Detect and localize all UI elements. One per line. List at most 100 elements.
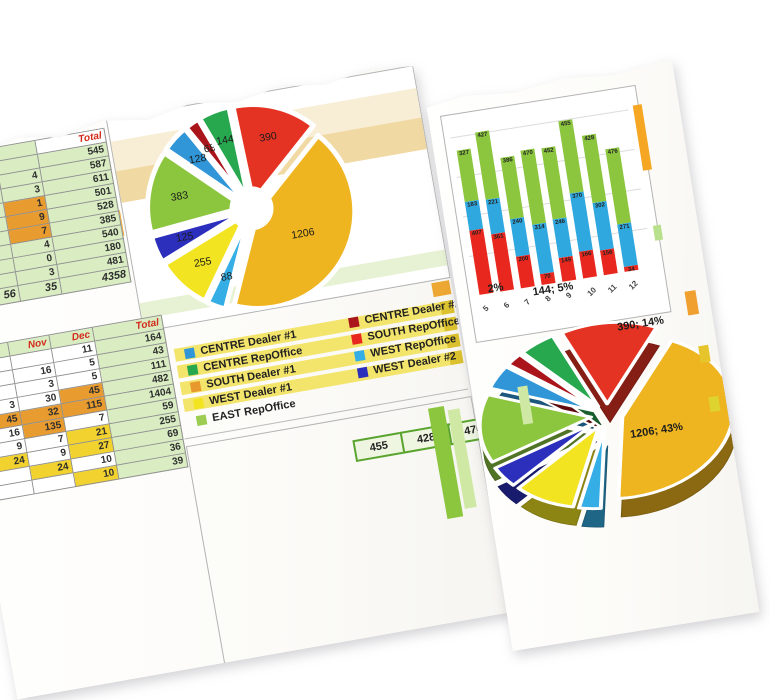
left-report-page: 390 1206 88 255 125 383 128 68 144 Total 545 4587 3… [0,61,510,699]
table-cell: 69 [112,426,183,452]
table-cell [0,356,13,377]
pie3d-slice-side [490,373,596,445]
3d-pie-chart: 2% 144; 5% 390; 14% 1206; 43% [457,247,760,584]
bar-segment-middle-blue: 370 [570,191,593,251]
legend-stripe [177,317,458,379]
table-cell: 111 [100,357,171,383]
bar-segment-value: 370 [571,192,583,201]
table-row: 0180 [0,239,126,280]
bar-segment-top-green: 386 [500,156,524,219]
table-cell [0,384,18,405]
table-cell: 7 [25,432,69,453]
pie-slice [163,120,246,215]
divider-line [184,388,468,439]
bar-segment-value: 407 [471,229,483,238]
table-cell: 481 [57,253,128,279]
edge-cell-yellow-green [708,396,720,412]
legend-item: WEST RepOffice [353,328,467,364]
pie-slice-label: 144 [215,133,234,148]
table-cell: 1 [4,196,48,217]
bar-segment-middle-blue: 314 [532,223,554,275]
edge-cell-yellow [698,345,711,363]
bar-segment-value: 314 [534,223,546,232]
legend-label: EAST RepOffice [211,397,297,424]
bar-segment-top-green: 327 [457,149,479,203]
pie3d-label: 144; 5% [532,280,575,298]
legend-item: WEST Dealer #1 [192,375,309,412]
table-cell [0,370,15,391]
pie-slice [158,214,261,307]
bar-segment-middle-blue: 271 [617,222,638,267]
table-cell: 3 [0,398,20,419]
table-cell: 164 [95,329,166,355]
legend-stripe [174,300,455,362]
chart-legend-column-2: CENTRE Dealer #2 SOUTH RepOffice WEST RepO… [347,295,470,382]
table-row: 2492769 [0,426,184,474]
bar-x-tick: 12 [626,278,640,292]
highlight-band-green [139,249,447,319]
bar-segment-value: 183 [466,201,478,209]
table-cell [0,258,16,279]
bar-segment-value: 452 [543,147,555,156]
pie-donut-hole [226,183,277,234]
pie-slice [150,211,251,263]
table-cell: 5 [57,369,103,390]
table-header-row: NovDecTotal [0,316,164,364]
table-cell: 3 [16,265,60,286]
bar-segment-value: 34 [627,266,636,274]
bar-segment-value: 149 [560,257,572,265]
green-edge-mark [653,225,663,241]
legend-label: SOUTH RepOffice [366,314,461,343]
table-row: 545 [0,142,109,183]
legend-swatch [351,333,363,345]
table-row: 9721255 [0,412,181,460]
bar-segment-value: 246 [554,218,566,227]
table-row: 16 135759 [0,398,179,446]
table-cell [0,467,32,488]
pie3d-slice-side [510,363,598,440]
table-footer-cell: 35 [18,279,62,302]
bar-segment-value: 156 [602,249,613,258]
pie-slice [185,113,248,211]
bar-segment-middle-blue: 246 [553,217,573,258]
right-report-page: 407 183 327 361 221 427 200 240 386 70 314 470 149 24… [425,59,760,651]
legend-highlight-stripes [0,61,412,148]
table-cell: 45 [0,412,23,433]
table-cell: 482 [103,371,174,397]
bar-gridline [457,149,635,178]
table-cell: 611 [43,170,114,196]
bar-segment-bottom-red: 407 [469,229,493,295]
bar-segment-value: 221 [487,198,499,207]
table-cell: 0 [14,251,58,272]
table-cell: 32 [20,404,64,425]
highlight-band-cream [111,88,421,171]
bar-segment-value: 470 [522,149,534,158]
pie-slice-label: 383 [170,189,189,204]
bar-segment-value: 240 [512,218,523,226]
bar-x-tick: 11 [606,282,619,295]
photo-of-printed-reports: { "background_color": "#ffffff", "left_p… [0,0,770,451]
right-page-shadow: 407 183 327 361 221 427 200 240 386 70 314 470 149 24… [0,0,770,451]
table-cell: 587 [40,156,111,182]
bar-segment-top-green: 455 [558,119,583,193]
table-footer-cell: 56 [0,286,21,309]
legend-swatch [184,347,196,359]
table-cell: 24 [30,459,74,480]
legend-label: WEST Dealer #1 [208,380,293,408]
pie3d-slice [511,426,611,515]
table-footer-cell: 4358 [60,267,132,295]
table-cell [0,189,4,210]
highlight-band-tan [116,117,427,202]
table-cell: 16 [13,363,57,384]
orange-edge-strip [633,104,652,171]
bar-segment-middle-blue: 302 [593,201,614,251]
table-cell: 9 [6,210,50,231]
table-cell: 255 [110,412,181,438]
bar-segment-value: 302 [594,202,606,210]
table-row: 11164 [0,329,167,377]
table-cell: 3 [1,182,45,203]
pie-slice [194,215,265,312]
legend-item: CENTRE RepOffice [186,342,303,379]
bar-segment-top-green: 476 [605,147,631,224]
bar-segment-value: 271 [619,223,631,232]
